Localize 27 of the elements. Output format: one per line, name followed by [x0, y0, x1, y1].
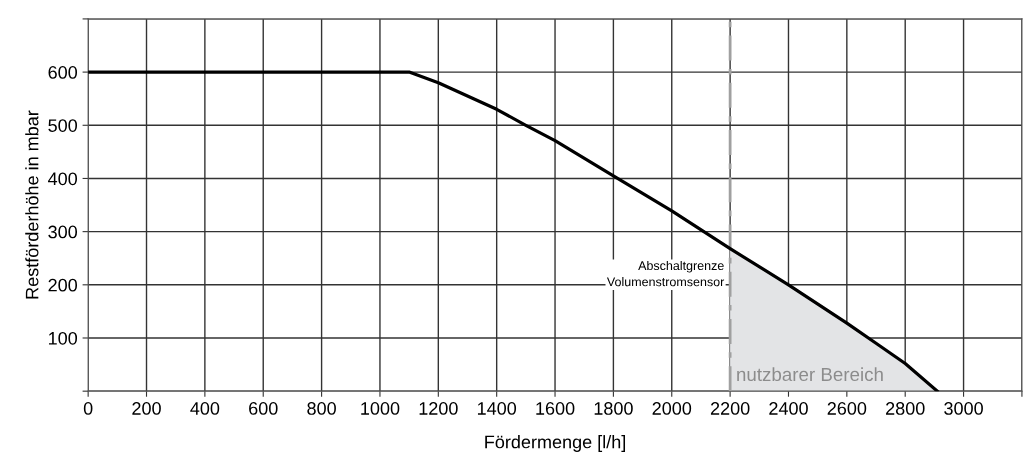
ref-line-label: Abschaltgrenze Volumenstromsensor	[606, 260, 725, 287]
x-tick-label: 2800	[886, 402, 925, 415]
y-tick-label: 200	[48, 278, 78, 292]
line-series	[88, 70, 939, 392]
x-axis-title: Fördermenge [l/h]	[485, 435, 626, 452]
x-tick-label: 1000	[361, 402, 400, 415]
y-tick-label: 300	[48, 225, 78, 239]
x-tick-label: 2200	[710, 402, 750, 415]
y-tick-label: 100	[48, 331, 78, 345]
y-axis-title: Restförderhöhe in mbar	[25, 110, 39, 299]
y-tick-label: 500	[48, 119, 78, 132]
x-tick-label: 0	[83, 402, 93, 415]
y-tick-label: 400	[48, 172, 78, 186]
x-tick-label: 1400	[477, 402, 517, 415]
x-tick-label: 2000	[652, 402, 692, 415]
x-tick-label: 2400	[769, 402, 808, 415]
series-label: nutzbarer Bereich	[737, 367, 883, 382]
y-tick-label: 600	[48, 66, 78, 79]
x-tick-label: 3000	[944, 402, 983, 415]
x-tick-label: 1600	[536, 402, 575, 415]
x-tick-label: 2600	[827, 402, 867, 415]
x-tick-label: 1800	[594, 402, 633, 415]
x-tick-label: 200	[132, 402, 161, 415]
x-tick-label: 1200	[419, 402, 458, 415]
x-tick-label: 600	[249, 402, 278, 415]
x-tick-label: 400	[190, 402, 220, 415]
x-tick-label: 800	[307, 402, 336, 415]
